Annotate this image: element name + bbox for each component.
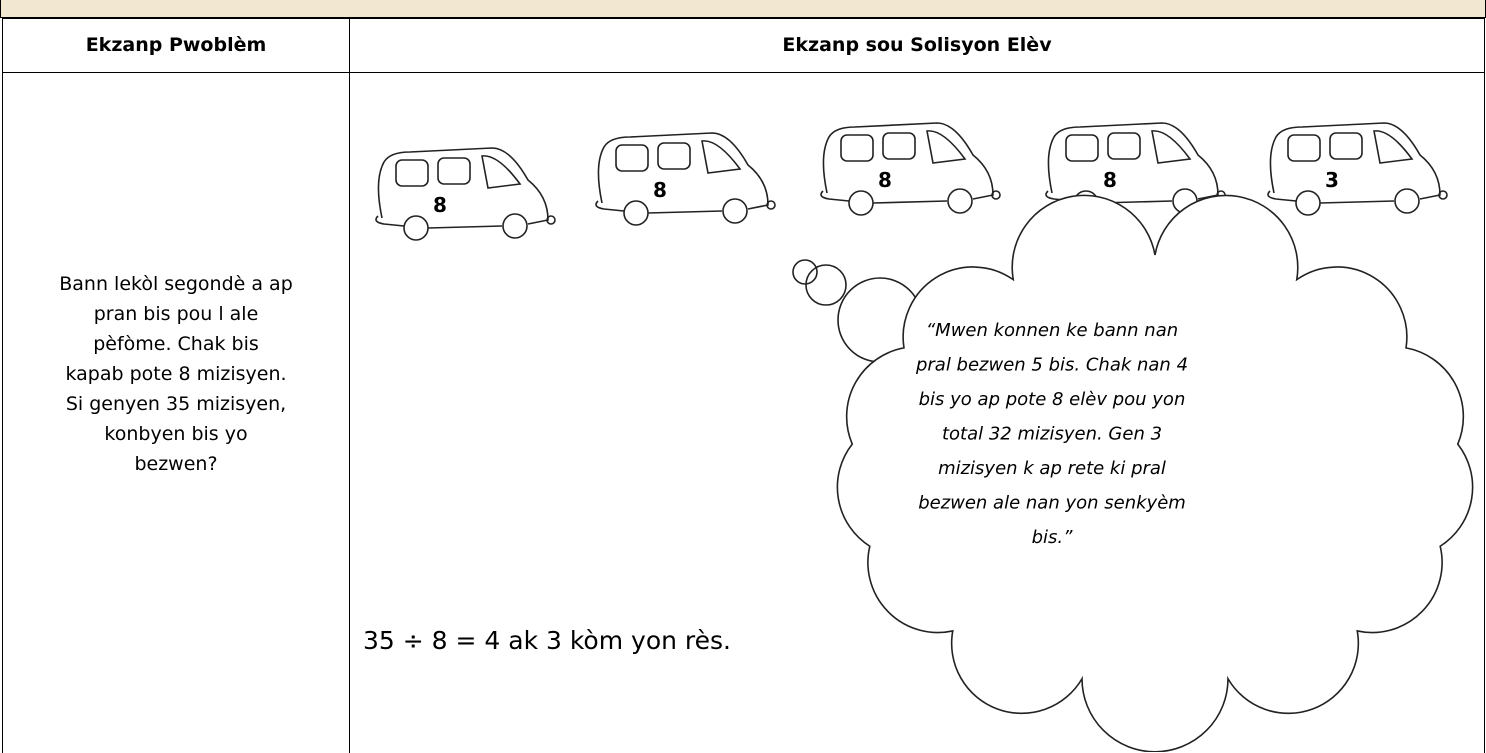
bus-wheel — [722, 198, 748, 224]
bus-wheel — [623, 200, 649, 226]
bus-wheel — [403, 215, 429, 241]
bus-window — [1065, 134, 1099, 162]
thought-line: bis yo ap pote 8 elèv pou yon — [919, 389, 1186, 410]
problem-line: pèfòme. Chak bis — [93, 333, 259, 355]
bus-label: 8 — [878, 168, 892, 192]
bus-wheel — [848, 190, 874, 216]
bus-label: 3 — [1325, 168, 1339, 192]
bus: 8 — [595, 132, 776, 226]
thought-bubble — [805, 264, 847, 306]
thought-line: bis.” — [1032, 527, 1074, 548]
thought-line: bezwen ale nan yon senkyèm — [918, 493, 1186, 514]
bus-light — [991, 190, 1001, 200]
thought-line: mizisyen k ap rete ki pral — [938, 458, 1166, 479]
header-cell: Ekzanp Pwoblèm — [85, 34, 267, 56]
thought-bubble — [792, 259, 818, 285]
bus-window — [1287, 134, 1321, 162]
bus-window — [840, 134, 874, 162]
bus-wheel — [1295, 190, 1321, 216]
bus: 8 — [375, 147, 556, 241]
table: Ekzanp Pwoblèm Ekzanp sou Solisyon Elèv … — [2, 18, 1485, 753]
thought-line: pral bezwen 5 bis. Chak nan 4 — [915, 355, 1188, 376]
row-divider — [3, 72, 1484, 73]
bus-window — [437, 157, 471, 185]
bus-label: 8 — [433, 193, 447, 217]
bus-wheel — [1394, 188, 1420, 214]
bus-window — [481, 155, 522, 189]
problem-line: Bann lekòl segondè a ap — [59, 273, 293, 295]
bus-window — [395, 159, 429, 187]
bus-wheel — [502, 213, 528, 239]
bus-window — [882, 132, 916, 160]
thought-line: “Mwen konnen ke bann nan — [926, 320, 1178, 341]
bus-window — [657, 142, 691, 170]
bus: 8 — [820, 122, 1001, 216]
header-cell: Ekzanp sou Solisyon Elèv — [782, 34, 1052, 56]
thought-line: total 32 mizisyen. Gen 3 — [942, 424, 1162, 445]
bus: 3 — [1267, 122, 1448, 216]
bus-label: 8 — [653, 178, 667, 202]
bus-window — [1373, 130, 1414, 164]
bus-body — [1267, 122, 1441, 204]
bus-light — [546, 215, 556, 225]
bus-window — [1151, 130, 1192, 164]
bus-window — [926, 130, 967, 164]
bus-light — [1438, 190, 1448, 200]
problem-line: konbyen bis yo — [104, 423, 248, 445]
bus-window — [1329, 132, 1363, 160]
bus-window — [615, 144, 649, 172]
bus-body — [375, 147, 549, 229]
bus-light — [766, 200, 776, 210]
problem-line: bezwen? — [134, 453, 218, 475]
equation: 35 ÷ 8 = 4 ak 3 kòm yon rès. — [363, 626, 731, 655]
problem-line: pran bis pou l ale — [93, 303, 259, 325]
problem-line: Si genyen 35 mizisyen, — [65, 393, 287, 415]
bus-body — [595, 132, 769, 214]
bus-label: 8 — [1103, 168, 1117, 192]
bus-body — [820, 122, 994, 204]
problem-line: kapab pote 8 mizisyen. — [65, 363, 287, 385]
bus-window — [701, 140, 742, 174]
column-divider — [349, 19, 350, 753]
bus-wheel — [947, 188, 973, 214]
bus-window — [1107, 132, 1141, 160]
thought: “Mwen konnen ke bann nan pral bezwen 5 bi… — [915, 320, 1188, 548]
problem-text: Bann lekòl segondè a ap pran bis pou l al… — [3, 269, 349, 479]
